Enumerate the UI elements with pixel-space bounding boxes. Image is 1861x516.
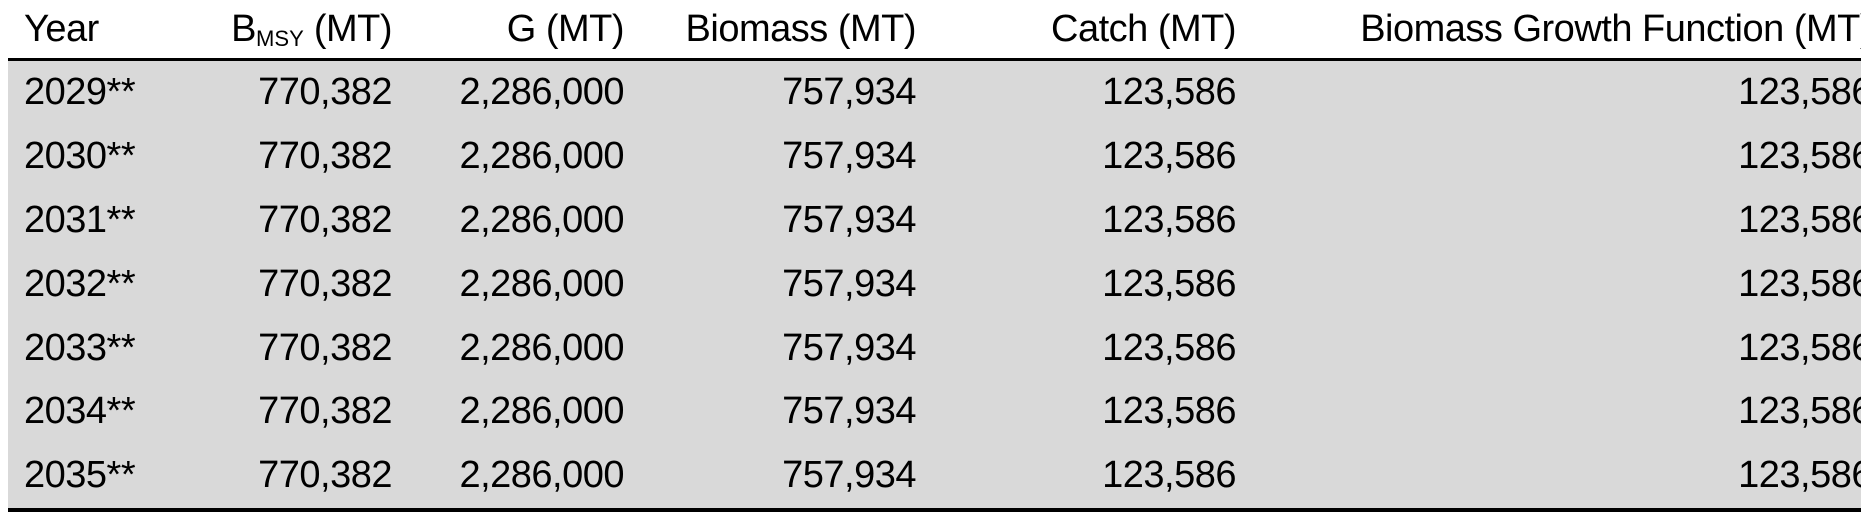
cell-year: 2029** <box>8 59 178 125</box>
column-header-g: G (MT) <box>400 0 632 61</box>
table-row: 2031** 770,382 2,286,000 757,934 123,586… <box>8 188 1861 253</box>
cell-bmsy: 770,382 <box>178 379 400 444</box>
cell-biomass-growth-function: 123,586 <box>1244 59 1861 125</box>
cell-bmsy: 770,382 <box>178 188 400 253</box>
bmsy-subscript: MSY <box>256 25 304 51</box>
cell-bmsy: 770,382 <box>178 124 400 189</box>
cell-biomass-growth-function: 123,586 <box>1244 316 1861 380</box>
cell-g: 2,286,000 <box>400 188 632 253</box>
biomass-projection-table: Year BMSY (MT) G (MT) Biomass (MT) Catch… <box>8 0 1861 512</box>
column-header-year: Year <box>8 0 178 61</box>
cell-g: 2,286,000 <box>400 379 632 444</box>
table-body: 2029** 770,382 2,286,000 757,934 123,586… <box>8 59 1861 512</box>
cell-catch: 123,586 <box>924 252 1244 317</box>
cell-catch: 123,586 <box>924 188 1244 253</box>
cell-year: 2030** <box>8 124 178 189</box>
cell-biomass: 757,934 <box>632 252 924 317</box>
cell-biomass: 757,934 <box>632 316 924 380</box>
cell-biomass: 757,934 <box>632 443 924 512</box>
cell-biomass-growth-function: 123,586 <box>1244 443 1861 512</box>
cell-g: 2,286,000 <box>400 316 632 380</box>
cell-g: 2,286,000 <box>400 59 632 125</box>
column-header-catch: Catch (MT) <box>924 0 1244 61</box>
table-row: 2032** 770,382 2,286,000 757,934 123,586… <box>8 252 1861 317</box>
projection-table: Year BMSY (MT) G (MT) Biomass (MT) Catch… <box>8 0 1861 512</box>
column-header-bmsy: BMSY (MT) <box>178 0 400 61</box>
cell-bmsy: 770,382 <box>178 316 400 380</box>
table-row: 2029** 770,382 2,286,000 757,934 123,586… <box>8 59 1861 125</box>
table-row: 2030** 770,382 2,286,000 757,934 123,586… <box>8 124 1861 189</box>
column-header-biomass-growth-function: Biomass Growth Function (MT) <box>1244 0 1861 61</box>
table-row: 2035** 770,382 2,286,000 757,934 123,586… <box>8 443 1861 512</box>
cell-biomass: 757,934 <box>632 188 924 253</box>
cell-g: 2,286,000 <box>400 443 632 512</box>
cell-g: 2,286,000 <box>400 252 632 317</box>
column-header-biomass: Biomass (MT) <box>632 0 924 61</box>
cell-biomass: 757,934 <box>632 379 924 444</box>
cell-g: 2,286,000 <box>400 124 632 189</box>
cell-year: 2032** <box>8 252 178 317</box>
cell-biomass: 757,934 <box>632 59 924 125</box>
cell-year: 2031** <box>8 188 178 253</box>
cell-catch: 123,586 <box>924 379 1244 444</box>
table-row: 2033** 770,382 2,286,000 757,934 123,586… <box>8 316 1861 380</box>
cell-catch: 123,586 <box>924 443 1244 512</box>
cell-year: 2033** <box>8 316 178 380</box>
table-row: 2034** 770,382 2,286,000 757,934 123,586… <box>8 379 1861 444</box>
bmsy-symbol: B <box>231 7 257 50</box>
cell-bmsy: 770,382 <box>178 252 400 317</box>
cell-catch: 123,586 <box>924 316 1244 380</box>
cell-catch: 123,586 <box>924 124 1244 189</box>
cell-bmsy: 770,382 <box>178 59 400 125</box>
cell-biomass-growth-function: 123,586 <box>1244 188 1861 253</box>
bmsy-unit: (MT) <box>303 7 393 50</box>
table-header-row: Year BMSY (MT) G (MT) Biomass (MT) Catch… <box>8 0 1861 61</box>
cell-year: 2035** <box>8 443 178 512</box>
cell-biomass-growth-function: 123,586 <box>1244 124 1861 189</box>
cell-bmsy: 770,382 <box>178 443 400 512</box>
cell-catch: 123,586 <box>924 59 1244 125</box>
cell-biomass-growth-function: 123,586 <box>1244 379 1861 444</box>
cell-year: 2034** <box>8 379 178 444</box>
cell-biomass: 757,934 <box>632 124 924 189</box>
cell-biomass-growth-function: 123,586 <box>1244 252 1861 317</box>
